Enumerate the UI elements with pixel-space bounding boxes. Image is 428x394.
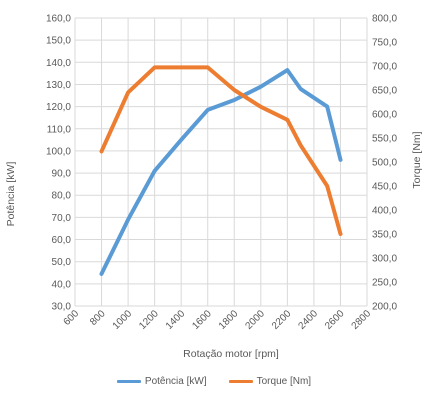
x-tick-label: 2200 [270,308,294,332]
y-tick-label: 160,0 [46,14,71,25]
x-tick-label: 1200 [137,308,161,332]
x-axis-title: Rotação motor [rpm] [183,348,279,360]
y2-tick-label: 250,0 [372,278,397,289]
series-layer [99,65,343,276]
x-tick-label: 1800 [217,308,241,332]
legend-swatch-potencia [116,380,141,383]
y2-tick-label: 350,0 [372,230,397,241]
y-tick-label: 100,0 [46,146,71,157]
y2-tick-label: 500,0 [372,158,397,169]
y-tick-label: 60,0 [52,235,72,246]
x-tick-label: 1400 [164,308,188,332]
legend-label-potencia: Potência [kW] [144,376,207,387]
y-tick-label: 120,0 [46,102,71,113]
y-tick-label: 90,0 [52,169,72,180]
right-axis-ticks: 200,0 250,0 300,0 350,0 400,0 450,0 500,0 550,0… [372,14,397,313]
x-tick-label: 2400 [297,308,321,332]
legend-item-torque: Torque [Nm] [228,376,312,387]
x-tick-label: 2000 [243,308,267,332]
legend: Potência [kW] Torque [Nm] [0,376,428,387]
x-tick-label: 1000 [111,308,135,332]
y-tick-label: 40,0 [52,279,72,290]
grid [74,17,368,307]
y2-tick-label: 200,0 [372,302,397,313]
y2-tick-label: 750,0 [372,38,397,49]
y-tick-label: 70,0 [52,213,72,224]
y-tick-label: 140,0 [46,58,71,69]
y2-tick-label: 450,0 [372,182,397,193]
y2-tick-label: 300,0 [372,254,397,265]
y2-tick-label: 700,0 [372,62,397,73]
legend-item-potencia: Potência [kW] [116,376,207,387]
legend-swatch-torque [228,380,253,383]
y2-tick-label: 650,0 [372,86,397,97]
y-tick-label: 130,0 [46,80,71,91]
series-line-torque [99,65,343,236]
series-line-potencia [99,68,343,276]
y-axis-title: Potência [kW] [5,162,17,227]
x-tick-label: 1600 [190,308,214,332]
legend-label-torque: Torque [Nm] [256,376,312,387]
y2-tick-label: 550,0 [372,134,397,145]
y2-tick-label: 600,0 [372,110,397,121]
y-tick-label: 80,0 [52,191,72,202]
y-tick-label: 30,0 [52,302,72,313]
x-tick-label: 800 [88,308,108,328]
y2-axis-title: Torque [Nm] [411,131,423,188]
x-axis-ticks: 600 800 1000 1200 1400 1600 1800 2000 2200 2400 26… [62,308,374,332]
y2-tick-label: 400,0 [372,206,397,217]
y-tick-label: 110,0 [47,124,72,135]
x-tick-label: 2800 [350,308,374,332]
left-axis-ticks: 30,0 40,0 50,0 60,0 70,0 80,0 90,0 100,0 110,0 12… [46,14,71,313]
y-tick-label: 150,0 [46,36,71,47]
y-tick-label: 50,0 [52,257,72,268]
y2-tick-label: 800,0 [372,14,397,25]
x-tick-label: 2600 [323,308,347,332]
